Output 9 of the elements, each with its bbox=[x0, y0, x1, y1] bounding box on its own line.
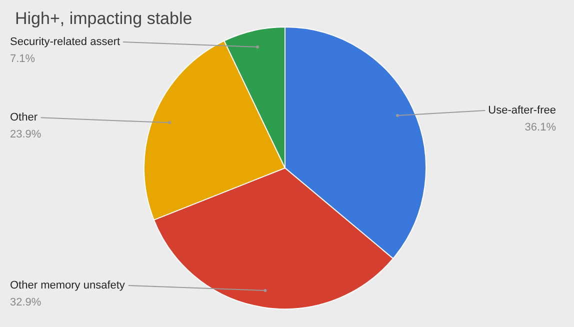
chart-title: High+, impacting stable bbox=[15, 9, 192, 28]
slice-label: Other bbox=[10, 112, 38, 124]
data-label: 23.9% bbox=[10, 128, 42, 141]
slice-label: Other memory unsafety bbox=[10, 279, 126, 292]
slice-label: Security-related assert bbox=[10, 36, 120, 48]
data-label: 7.1% bbox=[10, 52, 36, 65]
data-label: 32.9% bbox=[10, 296, 42, 308]
slice-label: Use-after-free bbox=[488, 104, 556, 117]
data-label: 36.1% bbox=[524, 122, 556, 134]
